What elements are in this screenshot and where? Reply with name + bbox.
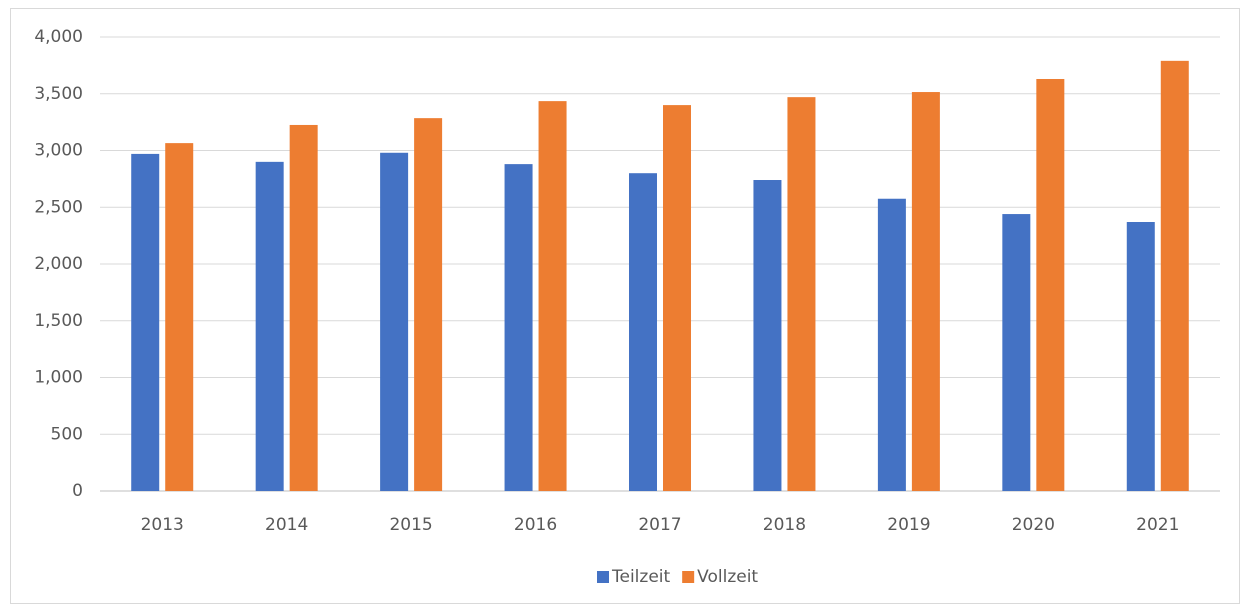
- bar: [380, 152, 409, 491]
- bar: [1036, 78, 1065, 492]
- x-tick-label: 2017: [638, 515, 681, 535]
- bar: [1126, 222, 1155, 491]
- legend-swatch: [682, 571, 695, 583]
- x-tick-label: 2013: [141, 515, 184, 535]
- y-tick-label: 2,000: [34, 254, 83, 274]
- bar: [414, 118, 443, 491]
- bar: [629, 173, 657, 491]
- bar: [289, 124, 318, 492]
- bar: [877, 198, 906, 492]
- y-tick-label: 1,500: [34, 311, 83, 331]
- bar: [255, 161, 284, 491]
- bar: [131, 153, 160, 491]
- bar: [1002, 214, 1031, 491]
- bar: [787, 97, 816, 491]
- bar: [165, 143, 194, 491]
- legend-label: Vollzeit: [697, 567, 758, 587]
- y-tick-label: 3,500: [34, 84, 83, 104]
- bar: [911, 92, 940, 492]
- x-tick-label: 2015: [389, 515, 432, 535]
- y-tick-label: 3,000: [34, 141, 83, 161]
- bar: [753, 180, 782, 491]
- x-tick-label: 2021: [1136, 515, 1179, 535]
- y-tick-label: 0: [72, 481, 83, 501]
- x-tick-label: 2018: [763, 515, 806, 535]
- x-tick-label: 2019: [887, 515, 930, 535]
- bar: [663, 105, 691, 491]
- bar: [538, 101, 567, 491]
- bar: [1160, 60, 1189, 492]
- legend-swatch: [597, 571, 609, 583]
- y-tick-label: 1,000: [34, 368, 83, 388]
- chart-border: [10, 8, 1240, 604]
- bar: [504, 164, 533, 491]
- x-tick-label: 2016: [514, 515, 557, 535]
- x-tick-label: 2020: [1012, 515, 1055, 535]
- y-tick-label: 2,500: [34, 197, 83, 217]
- y-tick-label: 4,000: [34, 27, 83, 47]
- x-tick-label: 2014: [265, 515, 308, 535]
- legend-label: Teilzeit: [611, 567, 671, 587]
- y-tick-label: 500: [51, 424, 83, 444]
